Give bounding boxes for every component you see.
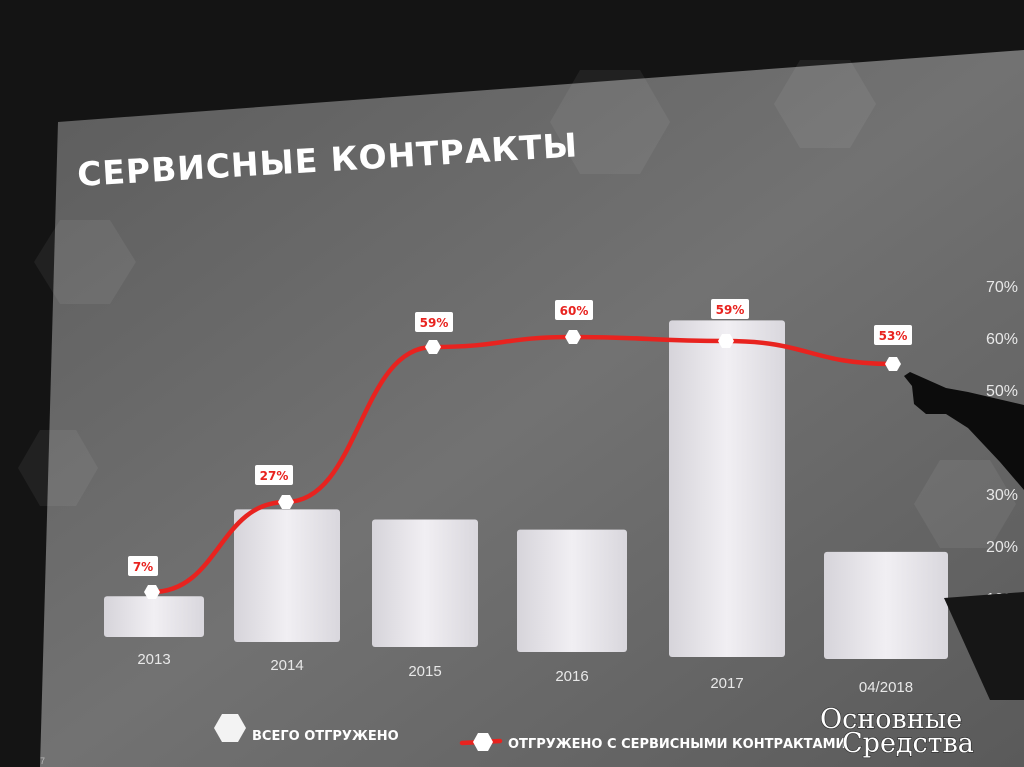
data-label: 60% [560,304,589,318]
y-tick-label: 50% [986,383,1018,400]
decorative-hexagons [18,60,1016,548]
bar-2015 [372,519,478,647]
data-label-box [415,312,453,332]
data-label: 53% [879,329,908,343]
data-label-box [874,325,912,345]
data-label: 59% [716,303,745,317]
line-point-2016 [565,330,581,344]
line-point-2015 [425,340,441,354]
line-series [149,334,896,595]
line-point-2014 [278,495,294,509]
legend: ВСЕГО ОТГРУЖЕНО ОТГРУЖЕНО С СЕРВИСНЫМИ К… [214,714,846,752]
x-axis-ticks: 2013 2014 2015 2016 2017 04/2018 [137,651,913,696]
watermark-line-2: Средства [842,728,974,759]
x-tick-label: 2016 [555,668,588,685]
line-point-04-2018 [885,357,901,371]
data-label: 59% [420,316,449,330]
x-tick-label: 2015 [408,663,441,680]
x-tick-label: 2013 [137,651,170,668]
line-point-2017 [718,334,734,348]
legend-bar-label: ВСЕГО ОТГРУЖЕНО [252,729,399,744]
data-label-box [555,300,593,320]
presenter-hand [904,372,1024,490]
data-label-box [128,556,158,576]
bar-2013 [104,596,204,637]
y-tick-label: 30% [986,487,1018,504]
x-tick-label: 2014 [270,657,303,674]
line-points [144,330,901,599]
bar-04-2018 [824,551,948,659]
bar-2016 [517,529,627,652]
y-tick-label: 60% [986,331,1018,348]
x-tick-label: 2017 [710,675,743,692]
data-label-box [711,299,749,319]
data-label: 7% [133,560,153,574]
line-point-2013 [144,585,160,599]
slide-number: 7 [40,756,45,766]
data-labels: 7% 27% 59% 60% 59% 53% [128,299,912,576]
x-tick-label: 04/2018 [859,679,913,696]
data-label-box [255,465,293,485]
legend-line-label: ОТГРУЖЕНО С СЕРВИСНЫМИ КОНТРАКТАМИ [508,737,846,752]
legend-bar-hexagon-icon [214,714,246,742]
y-tick-label: 20% [986,539,1018,556]
y-tick-label: 70% [986,279,1018,296]
legend-line-hexagon-icon [473,733,493,751]
bar-2017 [669,320,785,657]
bar-series [104,320,948,659]
watermark-line-1: Основные [820,704,962,735]
watermark: Основные Средства [819,703,974,759]
data-label: 27% [260,469,289,483]
laptop-corner [944,592,1024,700]
bar-2014 [234,509,340,642]
